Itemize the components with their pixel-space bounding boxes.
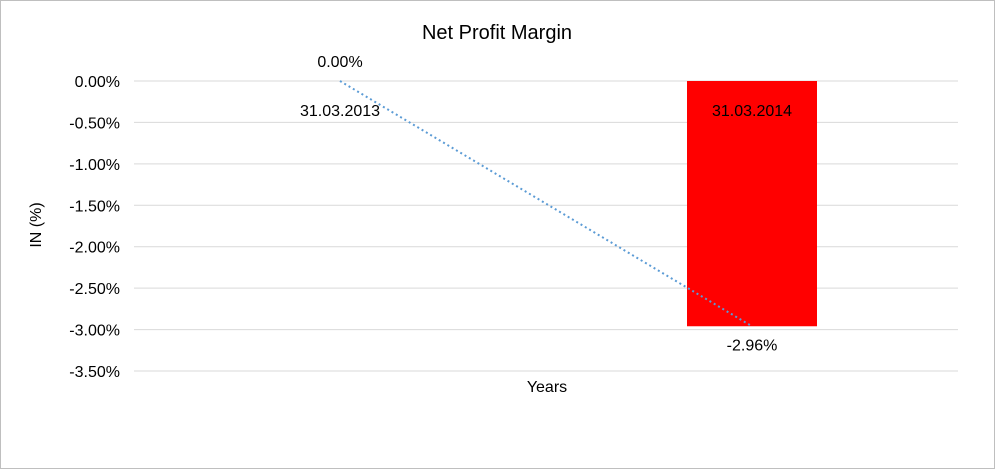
data-label: -2.96% (727, 337, 778, 354)
y-tick-labels: 0.00% -0.50% -1.00% -1.50% -2.00% -2.50% -3.00… (69, 74, 120, 381)
gridlines (134, 80, 958, 372)
y-tick-label: -3.50% (69, 364, 120, 381)
y-axis-label: IN (%) (28, 202, 45, 247)
x-axis-label: Years (527, 379, 567, 396)
y-tick-label: -2.00% (69, 240, 120, 257)
category-label: 31.03.2013 (300, 103, 380, 120)
y-tick-label: -0.50% (69, 115, 120, 132)
y-tick-label: -2.50% (69, 281, 120, 298)
y-tick-label: 0.00% (75, 74, 120, 91)
category-label: 31.03.2014 (712, 103, 792, 120)
data-label: 0.00% (317, 54, 362, 71)
bar (687, 81, 817, 327)
bars (687, 81, 817, 327)
y-tick-label: -3.00% (69, 323, 120, 340)
data-labels: 0.00% 31.03.2013 -2.96% 31.03.2014 (300, 54, 792, 354)
y-tick-label: -1.00% (69, 157, 120, 174)
chart-title: Net Profit Margin (422, 22, 572, 44)
y-tick-label: -1.50% (69, 198, 120, 215)
